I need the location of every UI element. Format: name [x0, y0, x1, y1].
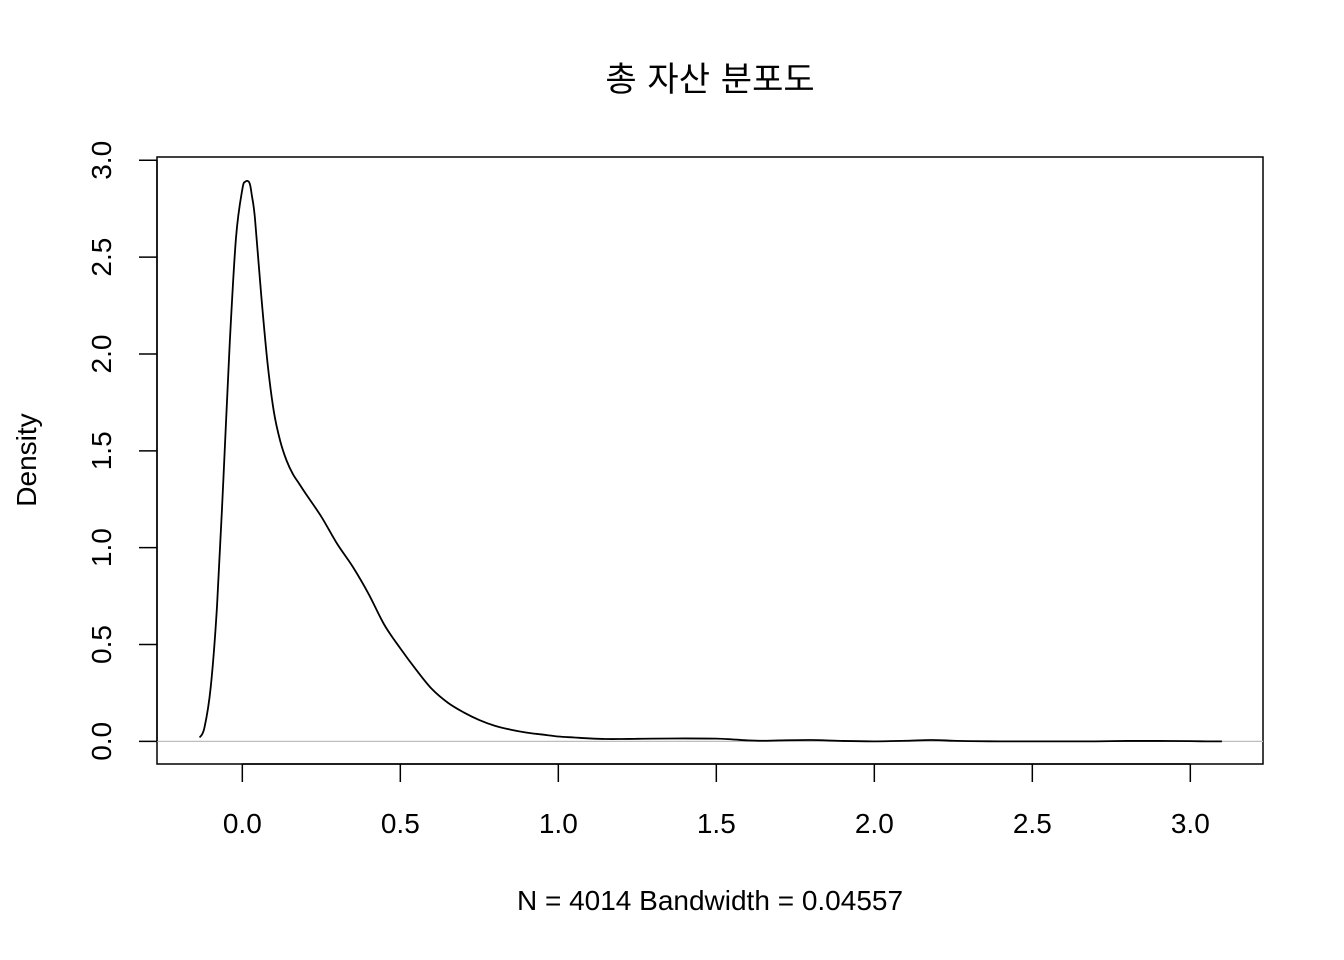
y-axis-label: Density: [11, 413, 42, 506]
density-curve: [198, 179, 1222, 743]
y-tick-label: 1.0: [86, 528, 117, 567]
x-tick-label: 0.0: [223, 808, 262, 839]
y-tick-label: 0.5: [86, 625, 117, 664]
x-axis: 0.0 0.5 1.0 1.5 2.0 2.5 3.0: [223, 763, 1210, 839]
y-tick-label: 3.0: [86, 141, 117, 180]
x-tick-label: 0.5: [381, 808, 420, 839]
x-tick-label: 1.5: [697, 808, 736, 839]
chart-title: 총 자산 분포도: [605, 60, 814, 100]
x-tick-label: 2.0: [855, 808, 894, 839]
plot-frame: [156, 156, 1264, 765]
y-tick-label: 1.5: [86, 431, 117, 470]
x-axis-label: N = 4014 Bandwidth = 0.04557: [517, 885, 903, 916]
y-tick-label: 0.0: [86, 722, 117, 761]
x-tick-label: 2.5: [1013, 808, 1052, 839]
y-axis: 0.0 0.5 1.0 1.5 2.0 2.5 3.0: [86, 141, 158, 761]
y-tick-label: 2.0: [86, 335, 117, 374]
x-tick-label: 1.0: [539, 808, 578, 839]
y-tick-label: 2.5: [86, 238, 117, 277]
x-tick-label: 3.0: [1171, 808, 1210, 839]
